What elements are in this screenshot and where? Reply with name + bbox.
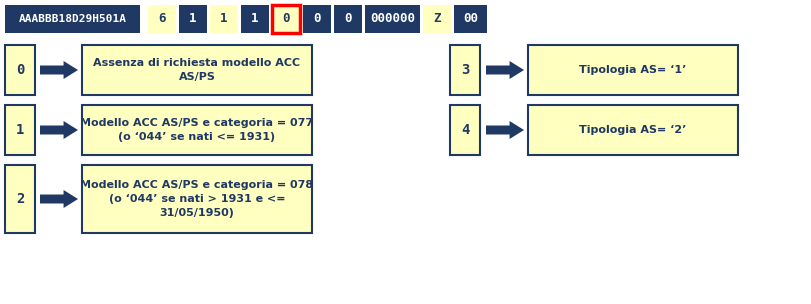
Bar (241, 5, 269, 33)
Bar (5, 165, 35, 233)
Text: 6: 6 (158, 12, 165, 26)
Bar (450, 45, 480, 95)
Text: Modello ACC AS/PS e categoria = 077
(o ‘044’ se nati <= 1931): Modello ACC AS/PS e categoria = 077 (o ‘… (80, 118, 314, 142)
Text: 3: 3 (461, 63, 470, 77)
Polygon shape (40, 61, 78, 79)
Polygon shape (40, 190, 78, 208)
Bar (272, 5, 300, 33)
Polygon shape (40, 121, 78, 139)
Bar (5, 5, 140, 33)
Text: AAABBB18D29H501A: AAABBB18D29H501A (19, 14, 127, 24)
Text: Z: Z (433, 12, 440, 26)
Bar (5, 45, 35, 95)
Text: 0: 0 (282, 12, 290, 26)
Text: Tipologia AS= ‘2’: Tipologia AS= ‘2’ (579, 125, 687, 135)
Bar (210, 5, 238, 33)
Bar (365, 5, 420, 33)
Text: 0: 0 (344, 12, 352, 26)
Text: 00: 00 (463, 12, 478, 26)
Polygon shape (486, 61, 524, 79)
Bar (528, 45, 738, 95)
Text: 000000: 000000 (370, 12, 415, 26)
Text: 2: 2 (15, 192, 24, 206)
Bar (82, 105, 312, 155)
Text: 0: 0 (15, 63, 24, 77)
Text: 1: 1 (251, 12, 259, 26)
Text: Assenza di richiesta modello ACC
AS/PS: Assenza di richiesta modello ACC AS/PS (93, 58, 301, 82)
Text: 1: 1 (15, 123, 24, 137)
Bar (5, 105, 35, 155)
Bar (450, 105, 480, 155)
Text: 1: 1 (221, 12, 228, 26)
Bar (148, 5, 176, 33)
Bar (454, 5, 487, 33)
Text: 1: 1 (189, 12, 197, 26)
Text: 4: 4 (461, 123, 470, 137)
Bar (423, 5, 451, 33)
Bar (82, 45, 312, 95)
Bar (528, 105, 738, 155)
Bar (82, 165, 312, 233)
Text: 0: 0 (313, 12, 320, 26)
Bar (334, 5, 362, 33)
Bar (179, 5, 207, 33)
Bar (303, 5, 331, 33)
Text: Tipologia AS= ‘1’: Tipologia AS= ‘1’ (579, 65, 687, 75)
Polygon shape (486, 121, 524, 139)
Text: Modello ACC AS/PS e categoria = 078
(o ‘044’ se nati > 1931 e <=
31/05/1950): Modello ACC AS/PS e categoria = 078 (o ‘… (80, 180, 314, 218)
